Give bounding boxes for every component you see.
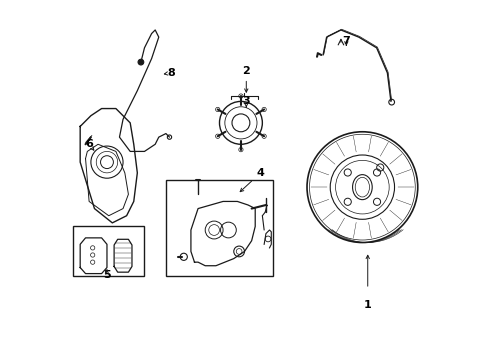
Text: 1: 1 — [363, 300, 371, 310]
Bar — [73, 226, 144, 276]
Text: 6: 6 — [85, 139, 93, 149]
Text: 3: 3 — [242, 96, 249, 107]
Bar — [165, 180, 272, 276]
Text: 5: 5 — [103, 270, 111, 280]
Text: 7: 7 — [342, 36, 349, 46]
Circle shape — [138, 59, 143, 65]
Text: 4: 4 — [256, 168, 264, 178]
Text: 2: 2 — [242, 66, 250, 76]
Text: 8: 8 — [167, 68, 175, 78]
